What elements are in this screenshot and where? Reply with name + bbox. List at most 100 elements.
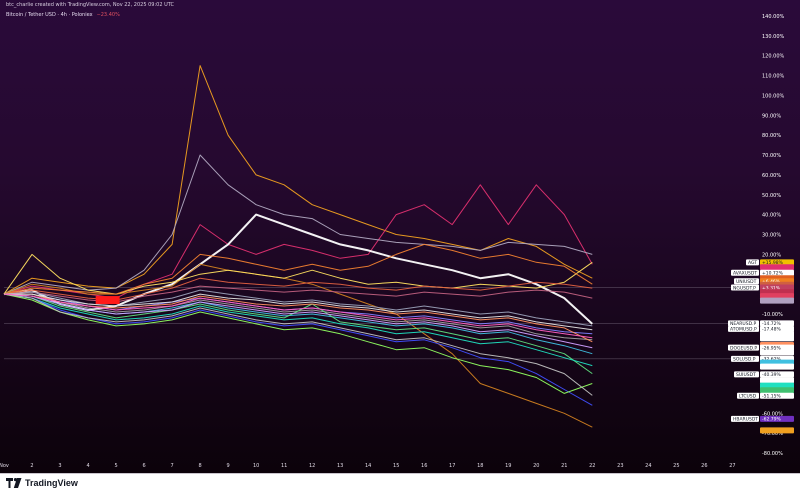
price-tag-label: SOLUSD.P [733, 357, 756, 363]
y-tick-label: -70.00% [762, 431, 783, 437]
x-tick-label: 6 [142, 463, 145, 469]
y-tick-label: 90.00% [762, 113, 781, 119]
x-tick-label: 15 [393, 463, 399, 469]
price-tag-value: -62.79% [762, 417, 782, 423]
price-tag [760, 264, 794, 271]
y-tick-label: -10.00% [762, 312, 783, 318]
series-line-21[interactable] [3, 293, 593, 339]
series-line-6[interactable] [3, 243, 593, 295]
x-tick-label: 10 [253, 463, 259, 469]
price-tag-label-bg [737, 392, 759, 399]
x-tick-label: 27 [729, 463, 735, 469]
price-tag [760, 269, 794, 276]
series-line-17[interactable] [3, 293, 593, 367]
series-line-18[interactable] [3, 293, 593, 406]
price-tag [760, 344, 794, 351]
x-tick-label: 19 [505, 463, 511, 469]
price-tag-label-bg [731, 415, 759, 422]
symbol-legend: Bitcoin / Tether USD · 4h · Poloniex −23.… [6, 12, 120, 18]
x-tick-label: 21 [561, 463, 567, 469]
price-tag-label-bg [746, 259, 759, 266]
price-tag-label-bg [731, 269, 759, 276]
x-tick-label: 12 [309, 463, 315, 469]
price-tag [760, 325, 794, 332]
price-tag [760, 259, 794, 266]
y-tick-label: 140.00% [762, 14, 784, 20]
x-tick-label: 11 [281, 463, 287, 469]
price-tag [760, 415, 794, 422]
series-line-4[interactable] [3, 263, 593, 428]
price-tag [760, 297, 794, 304]
x-tick-label: 22 [589, 463, 595, 469]
series-line-3[interactable] [3, 154, 593, 295]
price-tag-label-bg [731, 284, 759, 291]
price-tag [760, 363, 794, 370]
series-line-0[interactable] [3, 65, 593, 295]
price-tag-label-bg [734, 371, 759, 378]
price-tag-label-bg [731, 355, 759, 362]
y-tick-label: 100.00% [762, 93, 784, 99]
x-tick-label: 9 [227, 463, 230, 469]
x-tick-label: 7 [170, 463, 173, 469]
price-tag-label: NGUSDT.P [733, 285, 756, 291]
price-tag [760, 293, 794, 300]
red-marker [95, 296, 120, 305]
price-tag-label: SUIUSDT [736, 372, 756, 378]
price-tag-label-bg [728, 325, 759, 332]
symbol-change: −23.40% [96, 12, 120, 18]
x-tick-label: 20 [533, 463, 539, 469]
x-tick-label: 17 [449, 463, 455, 469]
tradingview-brand[interactable]: TradingView [6, 478, 78, 488]
footer-bar: TradingView [0, 473, 800, 494]
price-tag [760, 335, 794, 342]
price-tag-value: +3.31% [762, 285, 781, 291]
x-tick-label: 13 [337, 463, 343, 469]
price-tag [760, 320, 794, 327]
x-tick-label: 4 [86, 463, 89, 469]
price-tag [760, 382, 794, 389]
price-tag [760, 284, 794, 291]
comparison-chart[interactable]: 140.00% 130.00% 120.00% 110.00% 100.00% 90.00… [0, 0, 800, 473]
y-tick-label: 40.00% [762, 213, 781, 219]
y-tick-label: 80.00% [762, 133, 781, 139]
price-tag [760, 349, 794, 356]
price-tag-label: AGT [748, 260, 757, 266]
series-line-13[interactable] [3, 293, 593, 375]
price-tag [760, 377, 794, 384]
x-tick-label: 16 [421, 463, 427, 469]
series-line-5[interactable] [3, 253, 593, 295]
price-tag [760, 330, 794, 337]
x-tick-label: 18 [477, 463, 483, 469]
price-tag-label: LTCUSD [739, 394, 757, 400]
y-tick-label: -60.00% [762, 411, 783, 417]
price-tag-label: DOGEUSD.P [730, 345, 757, 351]
series-line-19[interactable] [3, 293, 593, 394]
y-tick-label: 70.00% [762, 153, 781, 159]
series-line-2[interactable] [3, 213, 593, 325]
y-tick-label: 20.00% [762, 252, 781, 258]
price-tag-value: -40.39% [762, 372, 782, 378]
price-tag-label: ATOMUSD.P [730, 327, 757, 333]
price-tag-label: HBARUSDT [733, 417, 758, 423]
x-tick-label: 5 [114, 463, 117, 469]
series-line-20[interactable] [3, 293, 593, 396]
series-line-14[interactable] [4, 293, 593, 343]
y-tick-label: 130.00% [762, 34, 784, 40]
price-tag-label-bg [728, 344, 759, 351]
symbol-name[interactable]: Bitcoin / Tether USD · 4h · Poloniex [6, 12, 93, 18]
price-tag-label-bg [728, 320, 759, 327]
price-tag-value: -14.72% [762, 321, 782, 327]
x-tick-label: 8 [199, 463, 202, 469]
price-tag-label: UNIUSDT [736, 279, 757, 285]
price-tag-value: -26.95% [762, 345, 782, 351]
y-tick-label: 110.00% [762, 74, 784, 80]
series-line-16[interactable] [3, 293, 593, 349]
series-line-15[interactable] [4, 293, 593, 331]
price-tag-value: +15.98% [762, 260, 784, 266]
x-tick-label: 25 [673, 463, 679, 469]
x-tick-label: 2 [30, 463, 33, 469]
y-tick-label: 120.00% [762, 54, 784, 60]
brand-name: TradingView [25, 478, 78, 488]
x-tick-label: 14 [365, 463, 371, 469]
price-tag [760, 427, 794, 434]
